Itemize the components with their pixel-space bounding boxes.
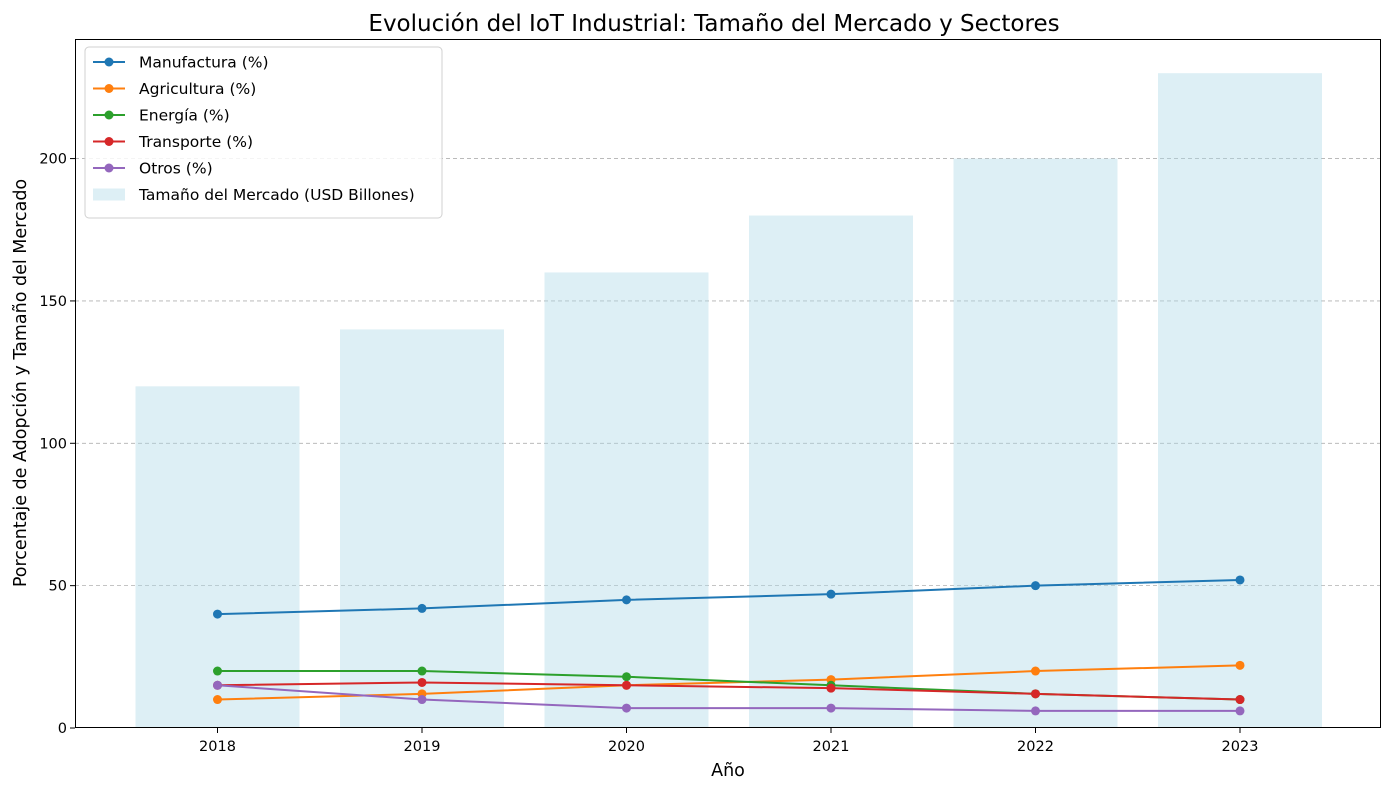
legend-swatch-marker: [104, 84, 114, 93]
series-point: [1031, 666, 1040, 676]
series-point: [213, 609, 222, 619]
series-point: [826, 703, 836, 713]
series-point: [213, 666, 222, 676]
series-point: [1235, 660, 1245, 670]
series-point: [213, 680, 222, 690]
legend-label: Transporte (%): [138, 133, 253, 151]
bar-market-size-2018: [135, 386, 300, 728]
y-tick-label: 100: [39, 436, 67, 452]
bar-market-size-2020: [544, 272, 709, 728]
legend-label: Otros (%): [139, 160, 213, 178]
legend-swatch-marker: [104, 137, 114, 146]
chart-title: Evolución del IoT Industrial: Tamaño del…: [368, 11, 1059, 37]
series-point: [622, 703, 631, 713]
series-line-0: [217, 578, 1241, 616]
series-point: [417, 603, 427, 613]
legend-label: Manufactura (%): [139, 54, 269, 72]
series-point: [622, 672, 631, 682]
plot-frame: [75, 39, 1381, 728]
x-tick-label: 2023: [1222, 739, 1259, 755]
series-line-1: [217, 664, 1241, 701]
legend-label: Tamaño del Mercado (USD Billones): [138, 186, 415, 204]
y-tick-label: 150: [39, 294, 67, 310]
legend-swatch-marker: [104, 110, 114, 120]
series-point: [417, 695, 427, 705]
y-tick-label: 50: [49, 579, 67, 595]
series-points: [213, 575, 1245, 716]
x-tick-label: 2018: [199, 739, 236, 755]
series-line-3: [217, 681, 1241, 701]
series-lines: [217, 578, 1241, 712]
series-point: [1235, 575, 1245, 585]
series-point: [417, 677, 427, 687]
series-point: [1235, 695, 1245, 705]
legend: Manufactura (%) Agricultura (%) Energía (%…: [84, 46, 443, 219]
y-axis-ticks: 0 50 100 150 200: [39, 152, 75, 737]
bar-market-size-2023: [1158, 73, 1322, 729]
legend-label: Energía (%): [139, 107, 230, 125]
bar-market-size-2022: [953, 158, 1118, 729]
legend-swatch-marker: [104, 57, 114, 67]
series-point: [826, 589, 836, 599]
series-point: [622, 680, 631, 690]
series-point: [1235, 706, 1245, 716]
x-tick-label: 2021: [813, 739, 850, 755]
series-point: [1031, 581, 1040, 591]
series-point: [622, 595, 631, 605]
legend-box: [84, 46, 443, 219]
x-axis-ticks: 2018 2019 2020 2021 2022 2023: [199, 728, 1258, 755]
y-axis-label: Porcentaje de Adopción y Tamaño del Merc…: [11, 179, 31, 587]
series-line-4: [217, 684, 1240, 712]
series-point: [213, 695, 222, 705]
series-point: [417, 666, 427, 676]
x-tick-label: 2020: [608, 739, 645, 755]
bar-market-size-2021: [749, 215, 913, 729]
y-tick-label: 200: [39, 152, 67, 168]
x-tick-label: 2022: [1017, 739, 1054, 755]
bars-group: [135, 73, 1322, 729]
series-point: [826, 683, 836, 693]
series-point: [1031, 689, 1040, 699]
series-point: [1031, 706, 1040, 716]
y-tick-label: 0: [58, 721, 67, 737]
legend-label: Agricultura (%): [139, 80, 256, 98]
bar-market-size-2019: [340, 329, 504, 728]
legend-swatch-bar: [93, 188, 125, 201]
x-tick-label: 2019: [404, 739, 441, 755]
legend-swatch-marker: [104, 163, 114, 173]
x-axis-label: Año: [711, 761, 745, 781]
